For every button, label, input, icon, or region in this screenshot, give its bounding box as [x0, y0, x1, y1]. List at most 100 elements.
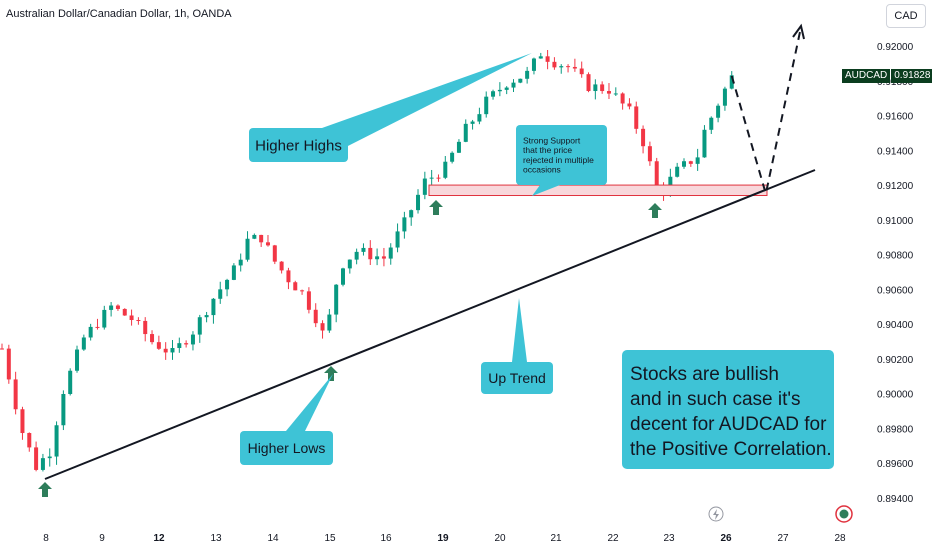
y-tick-label: 0.90600 — [877, 285, 914, 296]
candle-body — [545, 56, 550, 62]
candle-body — [579, 68, 584, 75]
candle-body — [470, 121, 475, 124]
y-tick-label: 0.89800 — [877, 424, 914, 435]
candle-body — [463, 123, 468, 142]
y-tick-label: 0.91400 — [877, 146, 914, 157]
candle-body — [559, 66, 564, 68]
candle-body — [477, 114, 482, 122]
candle-body — [381, 256, 386, 259]
note-callout-text: the Positive Correlation. — [630, 439, 832, 460]
candle-body — [688, 161, 693, 164]
candle-body — [231, 265, 236, 280]
candle-body — [129, 315, 134, 321]
candle-body — [0, 348, 4, 350]
candle-body — [538, 56, 543, 59]
candle-body — [88, 326, 93, 338]
note-callout-text: Stocks are bullish — [630, 364, 779, 385]
support-callout-text: rejected in multiple — [523, 155, 594, 165]
candle-body — [572, 66, 577, 69]
lightning-glyph — [713, 509, 719, 520]
price-tag-symbol: AUDCAD — [842, 69, 891, 83]
x-tick-label: 23 — [663, 533, 675, 544]
candle-body — [170, 348, 175, 353]
candle-body — [13, 379, 18, 410]
candle-body — [429, 177, 434, 179]
y-tick-label: 0.91600 — [877, 112, 914, 123]
candle-body — [184, 343, 189, 345]
candle-body — [716, 105, 721, 118]
x-tick-label: 13 — [210, 533, 222, 544]
higher-highs-callout-text: Higher Highs — [255, 137, 342, 154]
candle-body — [122, 308, 127, 316]
candle-body — [641, 128, 646, 147]
x-tick-label: 22 — [607, 533, 619, 544]
candle-body — [279, 261, 284, 271]
candle-body — [54, 425, 59, 457]
y-tick-label: 0.91200 — [877, 181, 914, 192]
candle-body — [654, 161, 659, 186]
event-flag-dot — [839, 509, 849, 519]
candle-body — [150, 334, 155, 343]
candle-body — [647, 146, 652, 162]
candle-body — [456, 141, 461, 153]
note-callout-text: and in such case it's — [630, 389, 801, 410]
candle-body — [402, 217, 407, 232]
candle-body — [566, 66, 571, 68]
support-callout-text: that the price — [523, 145, 572, 155]
candle-body — [259, 234, 264, 243]
candle-body — [593, 84, 598, 92]
candle-body — [354, 251, 359, 260]
candle-body — [6, 348, 11, 380]
candle-body — [497, 89, 502, 92]
support-callout-tail — [532, 185, 560, 196]
x-tick-label: 26 — [720, 533, 732, 544]
x-tick-label: 16 — [380, 533, 392, 544]
candle-body — [102, 309, 107, 328]
projection-path — [730, 31, 801, 195]
x-tick-label: 8 — [43, 533, 49, 544]
candle-body — [606, 91, 611, 94]
candle-body — [511, 82, 516, 88]
x-tick-label: 21 — [550, 533, 562, 544]
candle-body — [341, 268, 345, 285]
candle-body — [81, 337, 86, 350]
x-tick-label: 9 — [99, 533, 105, 544]
candle-body — [218, 289, 223, 299]
arrow-up-icon — [38, 482, 52, 497]
y-tick-label: 0.90400 — [877, 320, 914, 331]
candle-body — [375, 256, 380, 260]
symbol-title: Australian Dollar/Canadian Dollar, 1h, O… — [6, 8, 232, 20]
candle-body — [409, 210, 414, 218]
higher-highs-callout-tail — [322, 53, 532, 150]
higher-highs-callout-box — [249, 128, 348, 162]
candle-body — [531, 58, 536, 71]
x-tick-label: 28 — [834, 533, 846, 544]
support-callout-text: occasions — [523, 165, 561, 175]
candle-body — [416, 194, 421, 211]
candle-body — [61, 393, 66, 426]
note-callout-box — [622, 350, 834, 469]
candle-body — [443, 161, 448, 178]
candle-body — [252, 234, 257, 239]
candle-body — [634, 106, 639, 129]
candle-body — [450, 152, 455, 162]
candle-body — [729, 75, 734, 89]
candle-body — [709, 117, 714, 130]
support-callout-text: Strong Support — [523, 135, 581, 145]
y-tick-label: 0.90000 — [877, 390, 914, 401]
candle-body — [627, 103, 632, 107]
x-tick-label: 14 — [267, 533, 279, 544]
candle-body — [40, 458, 45, 470]
price-tag: AUDCAD 0.91828 — [842, 69, 932, 83]
candle-body — [388, 247, 393, 259]
candle-body — [204, 315, 209, 318]
candle-body — [293, 282, 298, 291]
currency-button[interactable]: CAD — [886, 4, 926, 28]
candle-body — [34, 447, 39, 470]
candle-body — [361, 247, 366, 252]
candle-body — [313, 309, 318, 324]
higher-lows-callout-text: Higher Lows — [248, 440, 326, 456]
note-callout-text: decent for AUDCAD for — [630, 414, 827, 435]
